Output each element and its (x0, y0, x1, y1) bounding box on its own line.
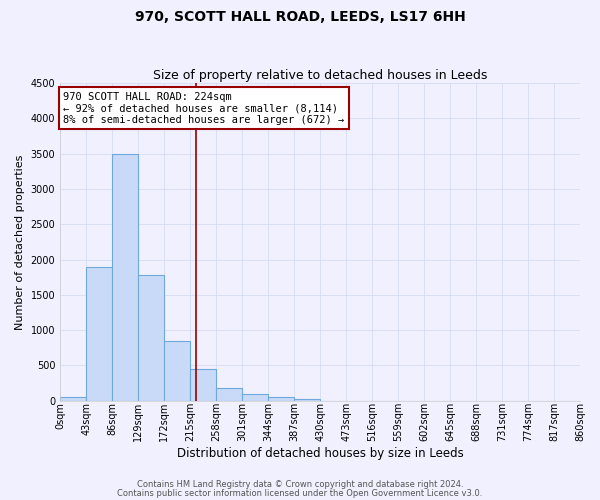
Bar (86, 266, 112, 400)
Bar (268, 397, 294, 400)
Text: Contains public sector information licensed under the Open Government Licence v3: Contains public sector information licen… (118, 488, 482, 498)
Bar (138, 275, 164, 400)
Text: 970 SCOTT HALL ROAD: 224sqm
← 92% of detached houses are smaller (8,114)
8% of s: 970 SCOTT HALL ROAD: 224sqm ← 92% of det… (63, 92, 344, 125)
Bar (60, 397, 86, 400)
Bar (294, 398, 320, 400)
Bar (216, 388, 242, 400)
Y-axis label: Number of detached properties: Number of detached properties (15, 154, 25, 330)
Text: 970, SCOTT HALL ROAD, LEEDS, LS17 6HH: 970, SCOTT HALL ROAD, LEEDS, LS17 6HH (134, 10, 466, 24)
Bar (242, 394, 268, 400)
Bar (164, 340, 190, 400)
Bar (190, 369, 216, 400)
Bar (112, 154, 138, 400)
Text: Contains HM Land Registry data © Crown copyright and database right 2024.: Contains HM Land Registry data © Crown c… (137, 480, 463, 489)
X-axis label: Distribution of detached houses by size in Leeds: Distribution of detached houses by size … (177, 447, 463, 460)
Title: Size of property relative to detached houses in Leeds: Size of property relative to detached ho… (153, 69, 487, 82)
